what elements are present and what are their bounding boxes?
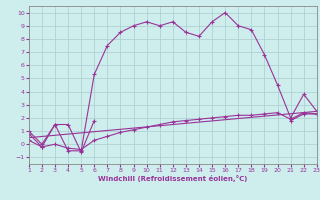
X-axis label: Windchill (Refroidissement éolien,°C): Windchill (Refroidissement éolien,°C) bbox=[98, 175, 247, 182]
